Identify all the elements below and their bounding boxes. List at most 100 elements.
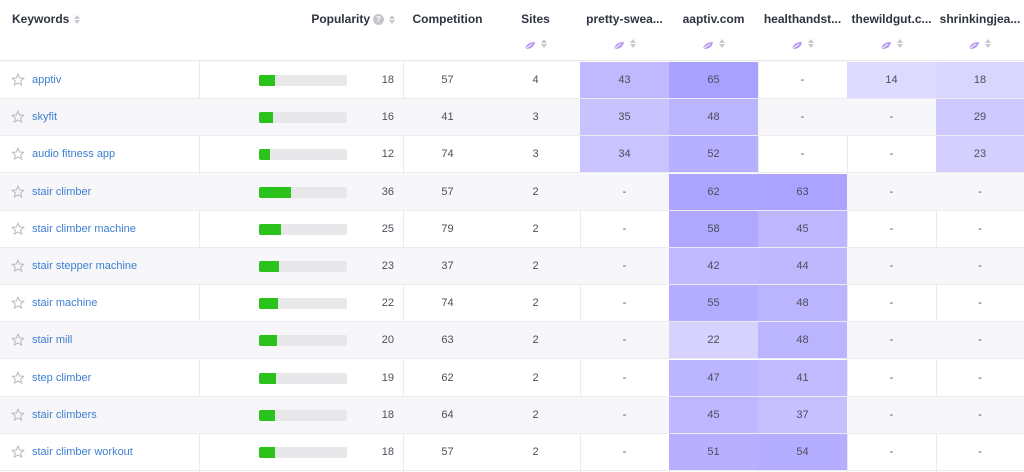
app-rank-cell: 45 [758,210,847,247]
table-row[interactable]: stair mill 20 63 2 - 22 48 - - [0,322,1024,360]
app-column-label: thewildgut.c... [851,12,932,26]
competition-value: 62 [441,371,454,384]
keywords-column-header[interactable]: Keywords [12,12,81,28]
keyword-link[interactable]: step climber [32,371,92,384]
table-row[interactable]: stair climber 36 57 2 - 62 63 - - [0,173,1024,211]
keyword-link[interactable]: stair mill [32,334,73,347]
star-outline-icon[interactable] [10,72,26,87]
keyword-link[interactable]: stair climber machine [32,222,136,235]
sites-value: 3 [532,148,539,161]
star-outline-icon[interactable] [10,110,26,124]
app-rank-cell: - [978,408,982,421]
popularity-bar-fill [259,335,277,347]
competition-column-header[interactable]: Competition [404,12,491,28]
sites-value: 2 [532,260,539,272]
app-column-label: healthandst... [763,12,842,26]
app-rank-cell: 29 [936,99,1024,136]
popularity-bar [259,409,347,421]
column-divider [199,0,200,472]
table-row[interactable]: apptiv 18 57 4 43 65-14 18 [0,62,1024,99]
keyword-link[interactable]: apptiv [32,74,62,86]
star-outline-icon[interactable] [10,221,26,236]
leaf-icon [791,39,803,50]
sort-arrows-icon[interactable] [718,38,726,50]
app-rank-cell: - [889,334,894,347]
keyword-link[interactable]: stair climber [32,185,92,198]
table-row[interactable]: stair climber machine 25 79 2 - 58 45 - - [0,210,1024,248]
app-rank-cell: 44 [758,248,847,284]
keyword-link[interactable]: audio fitness app [32,148,116,161]
keyword-link[interactable]: stair machine [32,297,98,310]
table-row[interactable]: stair climbers 18 64 2 - 45 37 - - [0,396,1024,434]
column-divider [580,0,581,472]
app-column-header[interactable]: aaptiv.com [669,12,758,28]
competition-value: 57 [441,185,454,198]
app-rank-cell: 63 [758,173,847,210]
popularity-bar [259,112,347,124]
popularity-value: 19 [381,371,394,384]
keyword-link[interactable]: skyfit [32,111,58,124]
app-column-header[interactable]: healthandst... [758,12,847,28]
star-outline-icon[interactable] [10,296,26,310]
sort-arrows-icon[interactable] [984,38,992,50]
popularity-value: 36 [381,185,394,198]
sort-arrows-icon[interactable] [388,14,396,26]
popularity-value: 12 [381,148,394,161]
table-row[interactable]: stair climber workout 18 57 2 - 51 54 - - [0,434,1024,471]
sort-arrows-icon[interactable] [896,38,904,50]
sort-arrows-icon[interactable] [73,14,81,26]
column-sort-controls [580,36,669,50]
popularity-bar-fill [259,447,275,458]
app-column-header[interactable]: shrinkingjea... [936,12,1024,28]
sites-value: 2 [532,408,539,421]
popularity-value: 22 [381,297,394,310]
popularity-bar-fill [259,186,291,198]
table-row[interactable]: stair machine 22 74 2 - 55 48 - - [0,285,1024,323]
app-column-header[interactable]: thewildgut.c... [847,12,936,28]
competition-value: 74 [441,297,454,310]
table-row[interactable]: stair stepper machine 23 37 2 - 42 44 - - [0,248,1024,285]
star-outline-icon[interactable] [10,444,26,459]
table-row[interactable]: audio fitness app 12 74 3 34 52 - - 23 [0,136,1024,174]
leaf-icon [524,39,536,50]
app-rank-cell: 41 [758,359,847,396]
app-rank-cell: 55 [669,285,758,322]
star-outline-icon[interactable] [10,147,26,161]
column-divider [936,0,937,472]
column-sort-controls [491,36,580,50]
app-rank-cell: - [889,222,894,235]
app-rank-cell: - [622,297,627,310]
star-outline-icon[interactable] [10,407,26,422]
star-outline-icon[interactable] [10,258,26,273]
popularity-column-header[interactable]: Popularity? [300,12,396,28]
popularity-bar [259,75,347,86]
popularity-bar [259,298,347,310]
keyword-link[interactable]: stair climber workout [32,446,133,458]
popularity-value: 16 [381,111,394,124]
app-rank-cell: - [622,408,627,421]
sites-value: 2 [532,185,539,198]
star-outline-icon[interactable] [10,370,26,385]
app-rank-cell: - [800,74,805,86]
table-row[interactable]: skyfit 16 41 3 35 48 - - 29 [0,99,1024,137]
keyword-link[interactable]: stair climbers [32,408,97,421]
app-rank-cell: 35 [580,99,669,136]
popularity-value: 20 [381,334,394,347]
keyword-link[interactable]: stair stepper machine [32,260,138,272]
sort-arrows-icon[interactable] [807,38,815,50]
popularity-value: 23 [381,260,394,272]
help-icon[interactable]: ? [373,14,384,26]
sort-arrows-icon[interactable] [540,38,548,50]
app-rank-cell: 62 [669,173,758,210]
table-row[interactable]: step climber 19 62 2 - 47 41 - - [0,359,1024,397]
table-header: Keywords Popularity? Competition Sites p… [0,0,1024,61]
popularity-bar [259,372,347,384]
sites-header-label: Sites [521,12,550,26]
sites-column-header[interactable]: Sites [491,12,580,28]
star-outline-icon[interactable] [10,184,26,199]
popularity-bar-fill [259,261,280,272]
popularity-bar [259,149,347,161]
star-outline-icon[interactable] [10,333,26,347]
sort-arrows-icon[interactable] [629,38,637,50]
app-column-header[interactable]: pretty-swea... [580,12,669,28]
